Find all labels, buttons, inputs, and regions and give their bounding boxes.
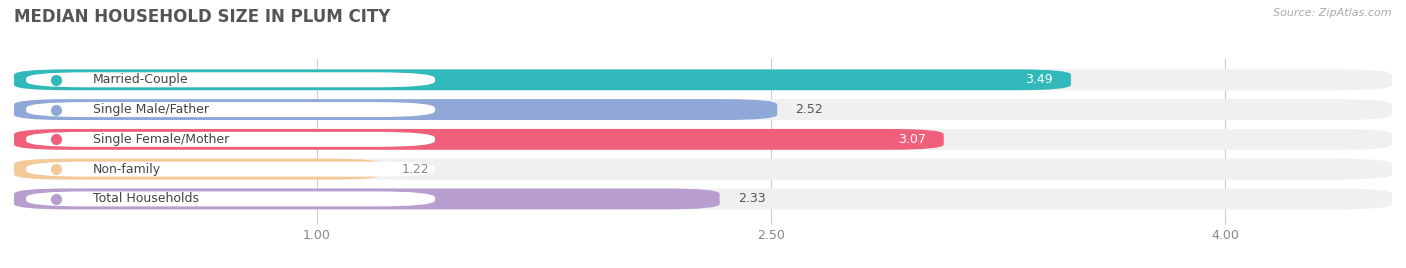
Text: 2.33: 2.33 (738, 192, 765, 205)
Text: Source: ZipAtlas.com: Source: ZipAtlas.com (1274, 8, 1392, 18)
FancyBboxPatch shape (27, 72, 434, 87)
Text: Single Female/Mother: Single Female/Mother (93, 133, 229, 146)
FancyBboxPatch shape (14, 188, 1392, 209)
FancyBboxPatch shape (14, 159, 1392, 180)
FancyBboxPatch shape (27, 132, 434, 147)
FancyBboxPatch shape (27, 162, 434, 177)
Text: Total Households: Total Households (93, 192, 198, 205)
FancyBboxPatch shape (14, 99, 1392, 120)
FancyBboxPatch shape (27, 102, 434, 117)
FancyBboxPatch shape (14, 188, 720, 209)
Text: 3.07: 3.07 (897, 133, 925, 146)
Text: Married-Couple: Married-Couple (93, 73, 188, 86)
FancyBboxPatch shape (14, 69, 1071, 90)
Text: 1.22: 1.22 (402, 163, 429, 176)
FancyBboxPatch shape (14, 129, 943, 150)
FancyBboxPatch shape (14, 99, 778, 120)
Text: 2.52: 2.52 (796, 103, 823, 116)
FancyBboxPatch shape (27, 191, 434, 206)
Text: Non-family: Non-family (93, 163, 160, 176)
FancyBboxPatch shape (14, 69, 1392, 90)
Text: MEDIAN HOUSEHOLD SIZE IN PLUM CITY: MEDIAN HOUSEHOLD SIZE IN PLUM CITY (14, 8, 391, 26)
Text: Single Male/Father: Single Male/Father (93, 103, 209, 116)
FancyBboxPatch shape (14, 129, 1392, 150)
Text: 3.49: 3.49 (1025, 73, 1053, 86)
FancyBboxPatch shape (14, 159, 384, 180)
